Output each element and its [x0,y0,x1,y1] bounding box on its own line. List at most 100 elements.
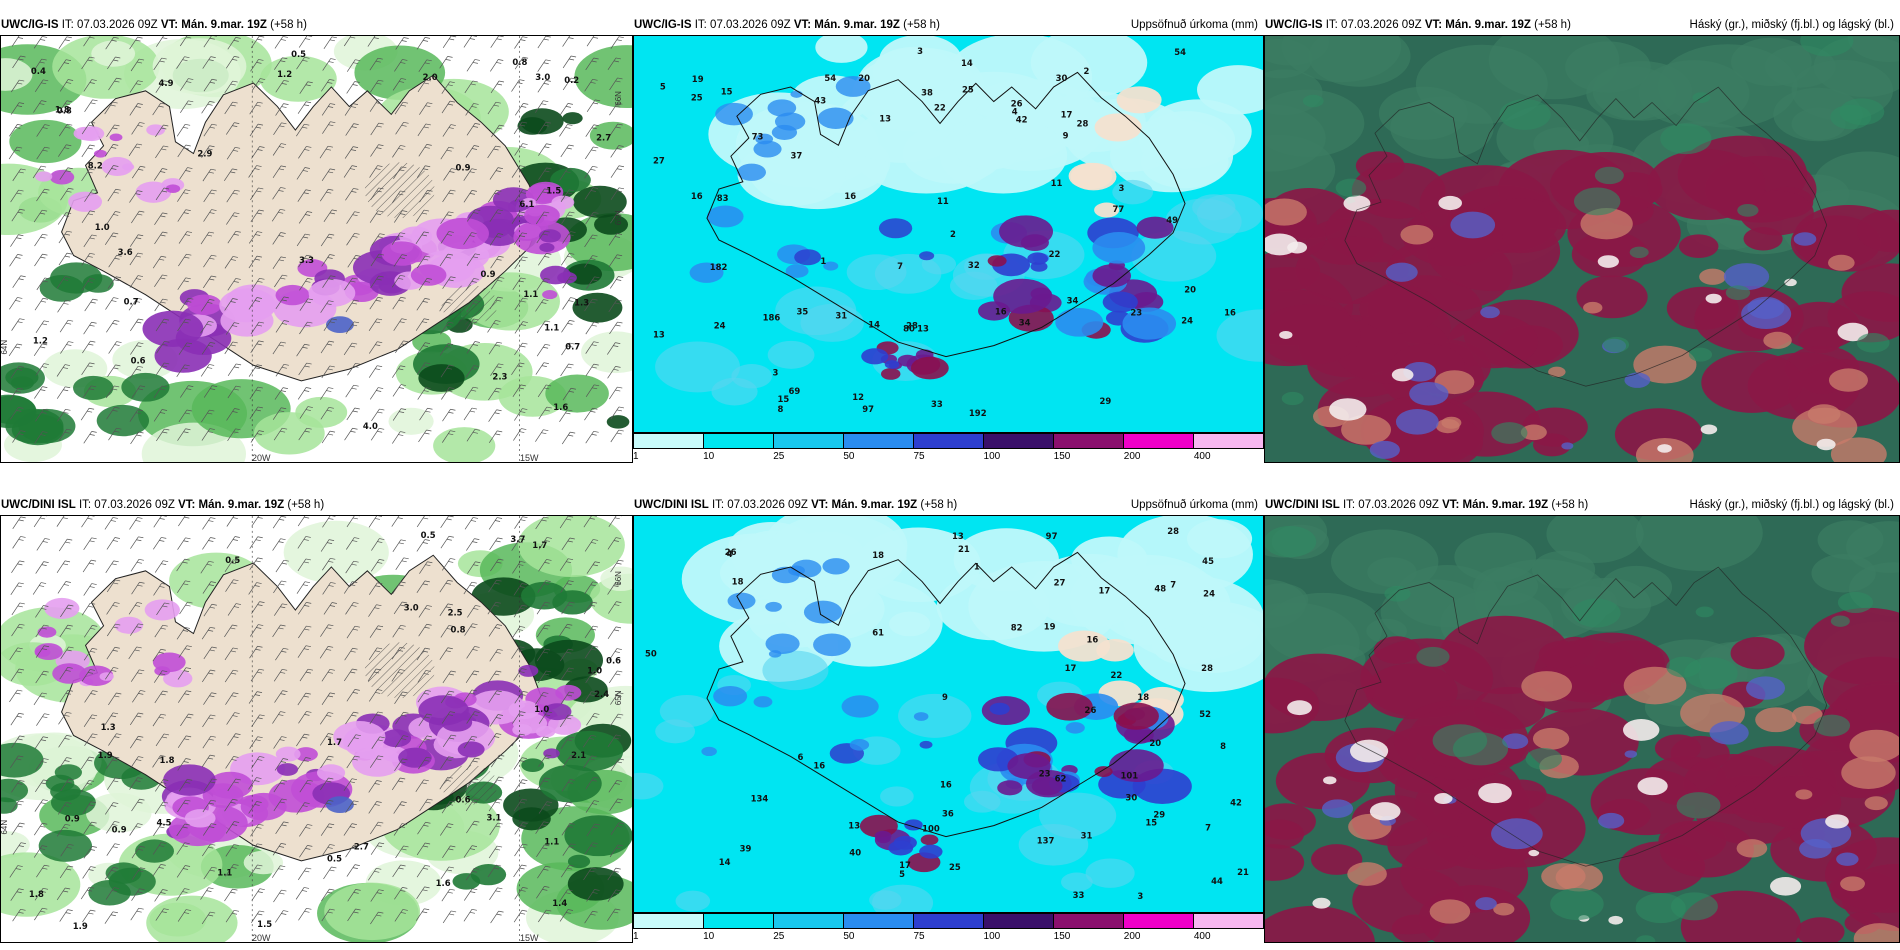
value-label: 82 [1011,622,1023,632]
value-label: 0.4 [31,66,46,76]
value-label: 2.9 [197,148,212,158]
valid-time: Mán. 9.mar. 19Z [181,19,267,31]
value-label: 28 [1167,526,1179,536]
value-label: 45 [1202,556,1214,566]
value-label: 0.6 [131,355,146,365]
value-label: 30 [1125,793,1137,803]
value-label: 2.4 [594,689,609,699]
colorbar-tick: 50 [843,451,855,462]
value-label: 1.3 [101,722,116,732]
value-label: 5 [660,82,666,92]
value-label: 3.7 [510,534,525,544]
value-label: 2.5 [448,608,463,618]
value-label: 13 [879,114,891,124]
value-label: 13 [653,329,665,339]
value-label: 17 [899,860,911,870]
colorbar-swatch [914,914,984,928]
colorbar-ticks: 1 10 25 50 75 100 150 200 400 [633,931,1264,943]
value-label: 1.5 [546,185,561,195]
value-label: 29 [1153,809,1165,819]
value-label: 0.7 [565,342,580,352]
value-label: 2.3 [492,371,507,381]
value-label: 15 [778,394,790,404]
value-label: 101 [1120,771,1138,781]
value-label: 2 [950,229,956,239]
value-label: 7 [897,261,903,271]
colorbar-tick: 400 [1193,931,1211,942]
value-label: 3.1 [486,813,501,823]
value-label: 73 [752,131,764,141]
panel-header: UWC/IG-IS IT: 07.03.2026 09Z VT: Mán. 9.… [633,15,1264,35]
colorbar-swatch [844,434,914,448]
panel-header: UWC/DINI ISL IT: 07.03.2026 09Z VT: Mán.… [1,499,325,511]
value-label: 8.2 [88,160,103,170]
lon-label: 15W [520,453,539,463]
value-label: 69 [789,386,801,396]
panel-header: UWC/DINI ISL IT: 07.03.2026 09Z VT: Mán.… [633,495,1264,515]
value-label: 2 [1084,66,1090,76]
value-label: 20 [1184,285,1196,295]
value-label: 1.0 [95,222,110,232]
value-label: 0.5 [225,555,240,565]
value-label: 1.2 [277,69,292,79]
wind-precip-map[interactable]: 1.3 0.6 0.5 1.7 3.0 1.0 1.6 0.5 1.8 2.4 2.1 3.7 1.8 4… [0,515,633,943]
value-label: 0.8 [451,624,466,634]
colorbar-swatch [1124,914,1194,928]
panel-row1-precip: UWC/IG-IS IT: 07.03.2026 09Z VT: Mán. 9.… [633,15,1264,462]
colorbar-swatch [634,914,704,928]
panel-title: Háský (gr.), miðský (fj.bl.) og lágský (… [1689,499,1894,511]
value-label: 3 [1137,891,1143,901]
colorbar-tick: 400 [1193,451,1211,462]
value-label: 3.6 [118,247,133,257]
value-label: 186 [763,313,781,323]
colorbar [633,913,1264,929]
value-label: 1.8 [55,105,70,115]
value-label: 0.9 [480,269,495,279]
colorbar-swatch [844,914,914,928]
value-label: 37 [791,150,803,160]
precip-map[interactable]: 15 16 17 18 13 21 19 24 22 26 29 30 27 17 28 20 21 16 1 7 3 4… [633,515,1264,913]
value-label: 50 [645,648,657,658]
value-label: 38 [921,88,933,98]
value-label: 33 [931,399,943,409]
lon-label: 20W [252,933,271,943]
value-label: 25 [962,85,974,95]
lat-label: 66N [614,91,623,106]
cloud-map[interactable] [1264,35,1900,463]
colorbar-swatch [774,434,844,448]
colorbar-tick: 1 [633,931,639,942]
colorbar-swatch [1194,434,1263,448]
value-label: 40 [849,847,861,857]
lon-label: 15W [520,933,539,943]
value-label: 61 [872,627,884,637]
wind-precip-map[interactable]: 0.9 1.1 0.7 0.5 1.0 0.6 0.8 1.2 2.9 3.0 1.6 6.1 4.9 8… [0,35,633,463]
value-label: 22 [1049,249,1061,259]
value-label: 49 [1166,215,1178,225]
value-label: 54 [1174,47,1186,57]
value-label: 7 [1170,580,1176,590]
colorbar-tick: 200 [1123,931,1141,942]
colorbar-tick: 10 [703,451,715,462]
value-label: 11 [937,196,949,206]
value-label: 24 [714,321,726,331]
value-label: 16 [1087,634,1099,644]
colorbar-tick: 25 [773,451,785,462]
value-label: 22 [934,103,946,113]
precip-map[interactable]: 16 15 14 11 16 13 19 33 34 28 29 26 24 35 2 3 1 2 3 3 4 8 12 22… [633,35,1264,433]
value-label: 0.7 [124,297,139,307]
value-label: 19 [1044,621,1056,631]
value-label: 16 [940,780,952,790]
value-label: 20 [1149,738,1161,748]
value-label: 6.1 [519,199,534,209]
colorbar-swatch [1124,434,1194,448]
cloud-map[interactable] [1264,515,1900,943]
panel-title: Uppsöfnuð úrkoma (mm) [1130,499,1258,511]
value-label: 9 [942,692,948,702]
value-label: 13 [848,820,860,830]
value-label: 80 [903,324,915,334]
colorbar-ticks: 1 10 25 50 75 100 150 200 400 [633,451,1264,463]
colorbar-swatch [704,434,774,448]
colorbar-swatch [704,914,774,928]
value-label: 16 [995,307,1007,317]
value-label: 27 [653,155,665,165]
